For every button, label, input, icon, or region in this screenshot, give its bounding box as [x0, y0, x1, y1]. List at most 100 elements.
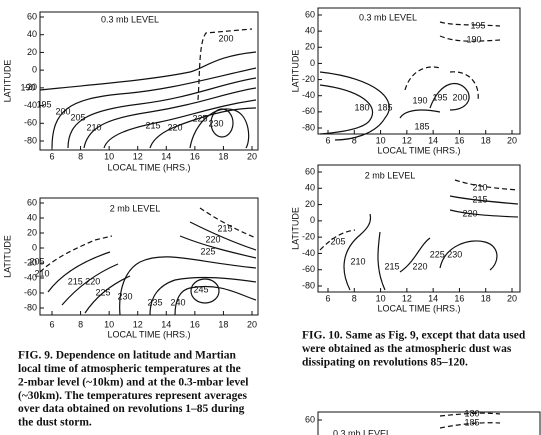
y-tick-label: 40 [305, 183, 315, 193]
x-tick-label: 12 [402, 135, 412, 145]
contour-label: 210 [86, 122, 101, 132]
contour-label: 240 [170, 297, 185, 307]
y-tick-label: -60 [24, 118, 37, 128]
y-tick-label: -40 [24, 272, 37, 282]
contour-label: 205 [330, 236, 345, 246]
panel-title: 2 mb LEVEL [110, 203, 161, 213]
contour-label: 200 [452, 92, 467, 102]
contours-b [39, 207, 257, 316]
plot-frame [39, 11, 259, 151]
x-tick-label: 20 [247, 319, 257, 329]
contour-label: 215 220 [68, 276, 101, 286]
contours-c [319, 21, 501, 141]
x-tick-label: 8 [78, 319, 83, 329]
x-tick-label: 8 [352, 293, 357, 303]
plot-frame [317, 7, 521, 135]
contour-label: 180 [354, 102, 369, 112]
contour-label: 185 [377, 102, 392, 112]
caption-line: dissipating on revolutions 85–120. [302, 356, 468, 368]
contour-label: 195 [36, 99, 51, 109]
x-tick-label: 14 [428, 135, 438, 145]
x-tick-label: 16 [190, 151, 200, 161]
x-tick-label: 12 [402, 293, 412, 303]
x-tick-label: 18 [481, 135, 491, 145]
contour-label: 225 [95, 287, 110, 297]
x-tick-label: 10 [104, 319, 114, 329]
contour-label: 190 [466, 34, 481, 44]
x-tick-label: 20 [507, 135, 517, 145]
contour-label: 245 [193, 284, 208, 294]
y-tick-label: -80 [302, 280, 315, 290]
contour-label: 220 [412, 261, 427, 271]
plot-frame [39, 197, 259, 316]
panel-title: 0.3 mb LEVEL [333, 428, 391, 435]
contour-label: 225 230 [430, 249, 463, 259]
y-tick-label: -60 [302, 264, 315, 274]
y-axis-label: LATITUDE [2, 60, 12, 103]
contour-label: 220 [462, 208, 477, 218]
contour-label: 215 [217, 223, 232, 233]
y-tick-label: 60 [305, 9, 315, 19]
x-axis-label: LOCAL TIME (HRS.) [377, 303, 460, 313]
plot-frame [317, 411, 541, 435]
contours-d [319, 179, 519, 291]
y-axis-label: LATITUDE [2, 235, 12, 278]
x-tick-label: 16 [454, 293, 464, 303]
y-tick-label: -20 [302, 232, 315, 242]
caption-line: FIG. 9. Dependence on latitude and Marti… [18, 350, 236, 362]
x-tick-label: 6 [325, 293, 330, 303]
y-tick-label: 40 [27, 212, 37, 222]
x-tick-label: 6 [49, 319, 54, 329]
contour-label: 225 [192, 113, 207, 123]
x-tick-label: 6 [325, 135, 330, 145]
y-tick-label: 0 [310, 215, 315, 225]
plot-frame [317, 164, 521, 293]
contour-label: 185 [464, 417, 479, 427]
y-tick-label: -60 [24, 287, 37, 297]
x-tick-label: 10 [376, 135, 386, 145]
y-tick-label: -80 [302, 122, 315, 132]
contour-label: 210 [34, 268, 49, 278]
panel-title: 0.3 mb LEVEL [101, 14, 159, 24]
x-tick-label: 12 [133, 151, 143, 161]
contour-label: 195 [432, 92, 447, 102]
caption-line: local time of atmospheric temperatures a… [18, 363, 241, 375]
y-tick-label: -80 [24, 135, 37, 145]
x-tick-label: 18 [481, 293, 491, 303]
caption-line: 2-mbar level (~10km) and at the 0.3-mbar… [18, 376, 248, 388]
contour-label: 225 [200, 246, 215, 256]
panel-title: 0.3 mb LEVEL [359, 12, 417, 22]
x-tick-label: 10 [104, 151, 114, 161]
x-tick-label: 20 [507, 293, 517, 303]
contour-label: 200 [218, 33, 233, 43]
contours-a [39, 28, 257, 149]
y-tick-label: -60 [302, 106, 315, 116]
contour-label: 235 [147, 297, 162, 307]
caption-line: FIG. 10. Same as Fig. 9, except that dat… [302, 330, 526, 342]
y-tick-label: -20 [302, 74, 315, 84]
y-tick-label: -40 [24, 100, 37, 110]
y-tick-label: 40 [305, 26, 315, 36]
contour-label: 220 [205, 234, 220, 244]
contour-label: 190 [412, 95, 427, 105]
contour-label: 200 [55, 106, 70, 116]
contour-label: 215 [145, 120, 160, 130]
x-tick-label: 20 [247, 151, 257, 161]
x-axis-label: LOCAL TIME (HRS.) [377, 145, 460, 155]
y-tick-label: 60 [305, 166, 315, 176]
x-axis-label: LOCAL TIME (HRS.) [107, 329, 190, 339]
contour-label: 195 [470, 20, 485, 30]
contour-label: 205 [70, 112, 85, 122]
contour-label: 205 [29, 256, 44, 266]
caption-line: over data obtained on revolutions 1–85 d… [18, 403, 245, 415]
y-tick-label: -80 [24, 302, 37, 312]
x-tick-label: 14 [161, 319, 171, 329]
y-tick-label: 40 [27, 29, 37, 39]
contour-label: 215 [472, 194, 487, 204]
contour-label: 220 [167, 122, 182, 132]
y-tick-label: 0 [310, 58, 315, 68]
y-tick-label: 20 [27, 227, 37, 237]
x-tick-label: 8 [78, 151, 83, 161]
caption-line: were obtained as the atmospheric dust wa… [302, 343, 512, 355]
